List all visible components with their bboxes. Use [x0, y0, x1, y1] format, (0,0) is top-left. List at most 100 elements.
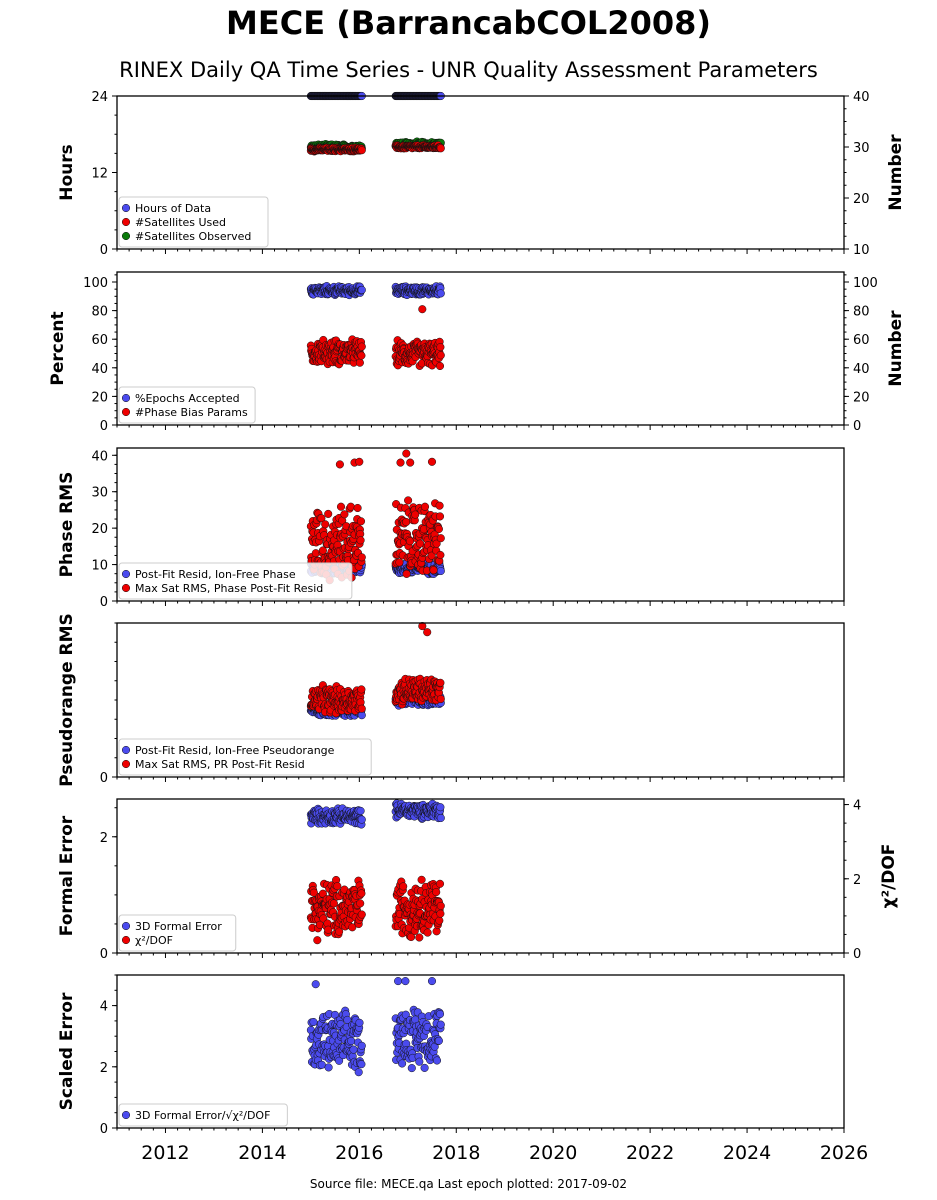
3d-formal-error-dof-outlier [311, 980, 320, 989]
panel-6-legend: 3D Formal Error/√χ²/DOF [118, 1103, 288, 1127]
3d-formal-error-dof-point [355, 1018, 364, 1027]
satellites-used-point [357, 146, 366, 155]
3d-formal-error-point [436, 813, 445, 823]
legend-marker [121, 759, 131, 769]
y-tick-label: 2 [100, 831, 108, 846]
dof-point [415, 933, 424, 942]
3d-formal-error-dof-point [347, 1036, 356, 1046]
dof-point [436, 901, 445, 910]
dof-point [423, 928, 432, 937]
y-tick-label: 30 [91, 486, 108, 501]
legend-label: χ²/DOF [135, 934, 173, 947]
panel-5-points [306, 799, 445, 945]
max-sat-rms-phase-post-fit-resid-point [340, 510, 349, 519]
3d-formal-error-point [357, 815, 366, 824]
legend-label: %Epochs Accepted [135, 392, 240, 405]
figure-title: MECE (BarrancabCOL2008) [226, 4, 711, 42]
dof-point [407, 932, 416, 942]
dof-point [357, 910, 366, 919]
y-tick-label: 20 [91, 390, 108, 405]
y-tick-label: 0 [100, 947, 108, 962]
y-axis-label: Hours [57, 144, 77, 201]
phase-bias-params-point [436, 343, 445, 352]
max-sat-rms-phase-post-fit-resid-outlier [335, 460, 344, 469]
y-right-tick-label: 0 [853, 419, 861, 434]
satellites-used-point [436, 144, 445, 153]
3d-formal-error-point [436, 803, 445, 812]
3d-formal-error-dof-point [354, 1068, 363, 1077]
3d-formal-error-dof-point [398, 1059, 407, 1068]
max-sat-rms-phase-post-fit-resid-point [427, 551, 436, 560]
legend-label: Hours of Data [135, 202, 211, 215]
y-right-tick-label: 0 [853, 947, 861, 962]
legend-box [118, 914, 237, 952]
3d-formal-error-dof-point [436, 1020, 445, 1029]
3d-formal-error-dof-point [415, 1057, 424, 1066]
legend-marker [121, 217, 131, 227]
3d-formal-error-dof-point [407, 1064, 416, 1073]
max-sat-rms-pr-post-fit-resid-point [357, 704, 366, 713]
legend-label: 3D Formal Error [135, 920, 222, 933]
y-right-tick-label: 40 [853, 90, 870, 105]
epochs-accepted-point [357, 285, 366, 294]
max-sat-rms-phase-post-fit-resid-point [311, 549, 320, 558]
3d-formal-error-dof-point [343, 1015, 352, 1024]
panel-6: 0 2 4 Scaled Error 3D Formal Error/√χ²/DOF 20… [57, 974, 868, 1164]
max-sat-rms-phase-post-fit-resid-point [411, 510, 420, 519]
3d-formal-error-dof-outlier [394, 977, 403, 986]
panel-1-legend: Hours of Data#Satellites Used#Satellites… [118, 196, 269, 248]
max-sat-rms-phase-post-fit-resid-point [429, 566, 438, 575]
dof-point [417, 875, 426, 884]
phase-bias-params-point [355, 358, 364, 367]
max-sat-rms-phase-post-fit-resid-point [435, 501, 444, 510]
dof-point [399, 882, 408, 891]
max-sat-rms-phase-post-fit-resid-point [432, 539, 441, 548]
y-tick-label: 0 [100, 243, 108, 258]
panel-2-legend: %Epochs Accepted#Phase Bias Params [118, 386, 256, 424]
y-right-tick-label: 40 [853, 362, 870, 377]
x-tick-label: 2018 [432, 1142, 480, 1164]
3d-formal-error-dof-point [401, 1010, 410, 1019]
source-footer: Source file: MECE.qa Last epoch plotted:… [309, 1177, 628, 1191]
legend-label: Post-Fit Resid, Ion-Free Phase [135, 568, 296, 581]
dof-point [436, 909, 445, 918]
legend-marker [121, 203, 131, 213]
x-tick-label: 2016 [335, 1142, 383, 1164]
y-right-tick-label: 30 [853, 141, 870, 156]
max-sat-rms-phase-post-fit-resid-outlier [427, 457, 437, 466]
max-sat-rms-phase-post-fit-resid-point [420, 502, 430, 511]
max-sat-rms-phase-post-fit-resid-point [321, 520, 330, 529]
dof-point [435, 879, 445, 888]
max-sat-rms-phase-post-fit-resid-point [356, 536, 365, 545]
panel-4-legend: Post-Fit Resid, Ion-Free PseudorangeMax … [118, 738, 372, 776]
max-sat-rms-phase-post-fit-resid-outlier [396, 458, 405, 467]
phase-bias-params-point [435, 361, 445, 371]
legend-label: Post-Fit Resid, Ion-Free Pseudorange [135, 744, 335, 757]
legend-box [118, 562, 353, 600]
phase-bias-params-outlier [418, 305, 427, 314]
y-axis-right-label: χ²/DOF [879, 844, 899, 909]
dof-point [333, 882, 342, 891]
x-tick-label: 2022 [626, 1142, 674, 1164]
legend-marker [121, 745, 131, 755]
dof-point [313, 936, 322, 945]
3d-formal-error-dof-point [435, 1010, 445, 1019]
dof-point [318, 889, 327, 898]
y-right-tick-label: 100 [853, 276, 878, 291]
3d-formal-error-dof-point [309, 1017, 318, 1027]
y-tick-label: 0 [100, 1122, 108, 1137]
phase-bias-params-point [357, 351, 366, 360]
y-tick-label: 12 [91, 167, 108, 182]
dof-point [356, 899, 365, 908]
max-sat-rms-phase-post-fit-resid-point [395, 558, 404, 567]
max-sat-rms-phase-post-fit-resid-point [336, 502, 346, 511]
y-tick-label: 4 [100, 1000, 108, 1015]
legend-label: #Satellites Observed [135, 230, 251, 243]
y-tick-label: 40 [91, 362, 108, 377]
max-sat-rms-phase-post-fit-resid-point [318, 546, 327, 555]
panel-4: 0 Pseudorange RMS Post-Fit Resid, Ion-Free… [57, 613, 845, 787]
